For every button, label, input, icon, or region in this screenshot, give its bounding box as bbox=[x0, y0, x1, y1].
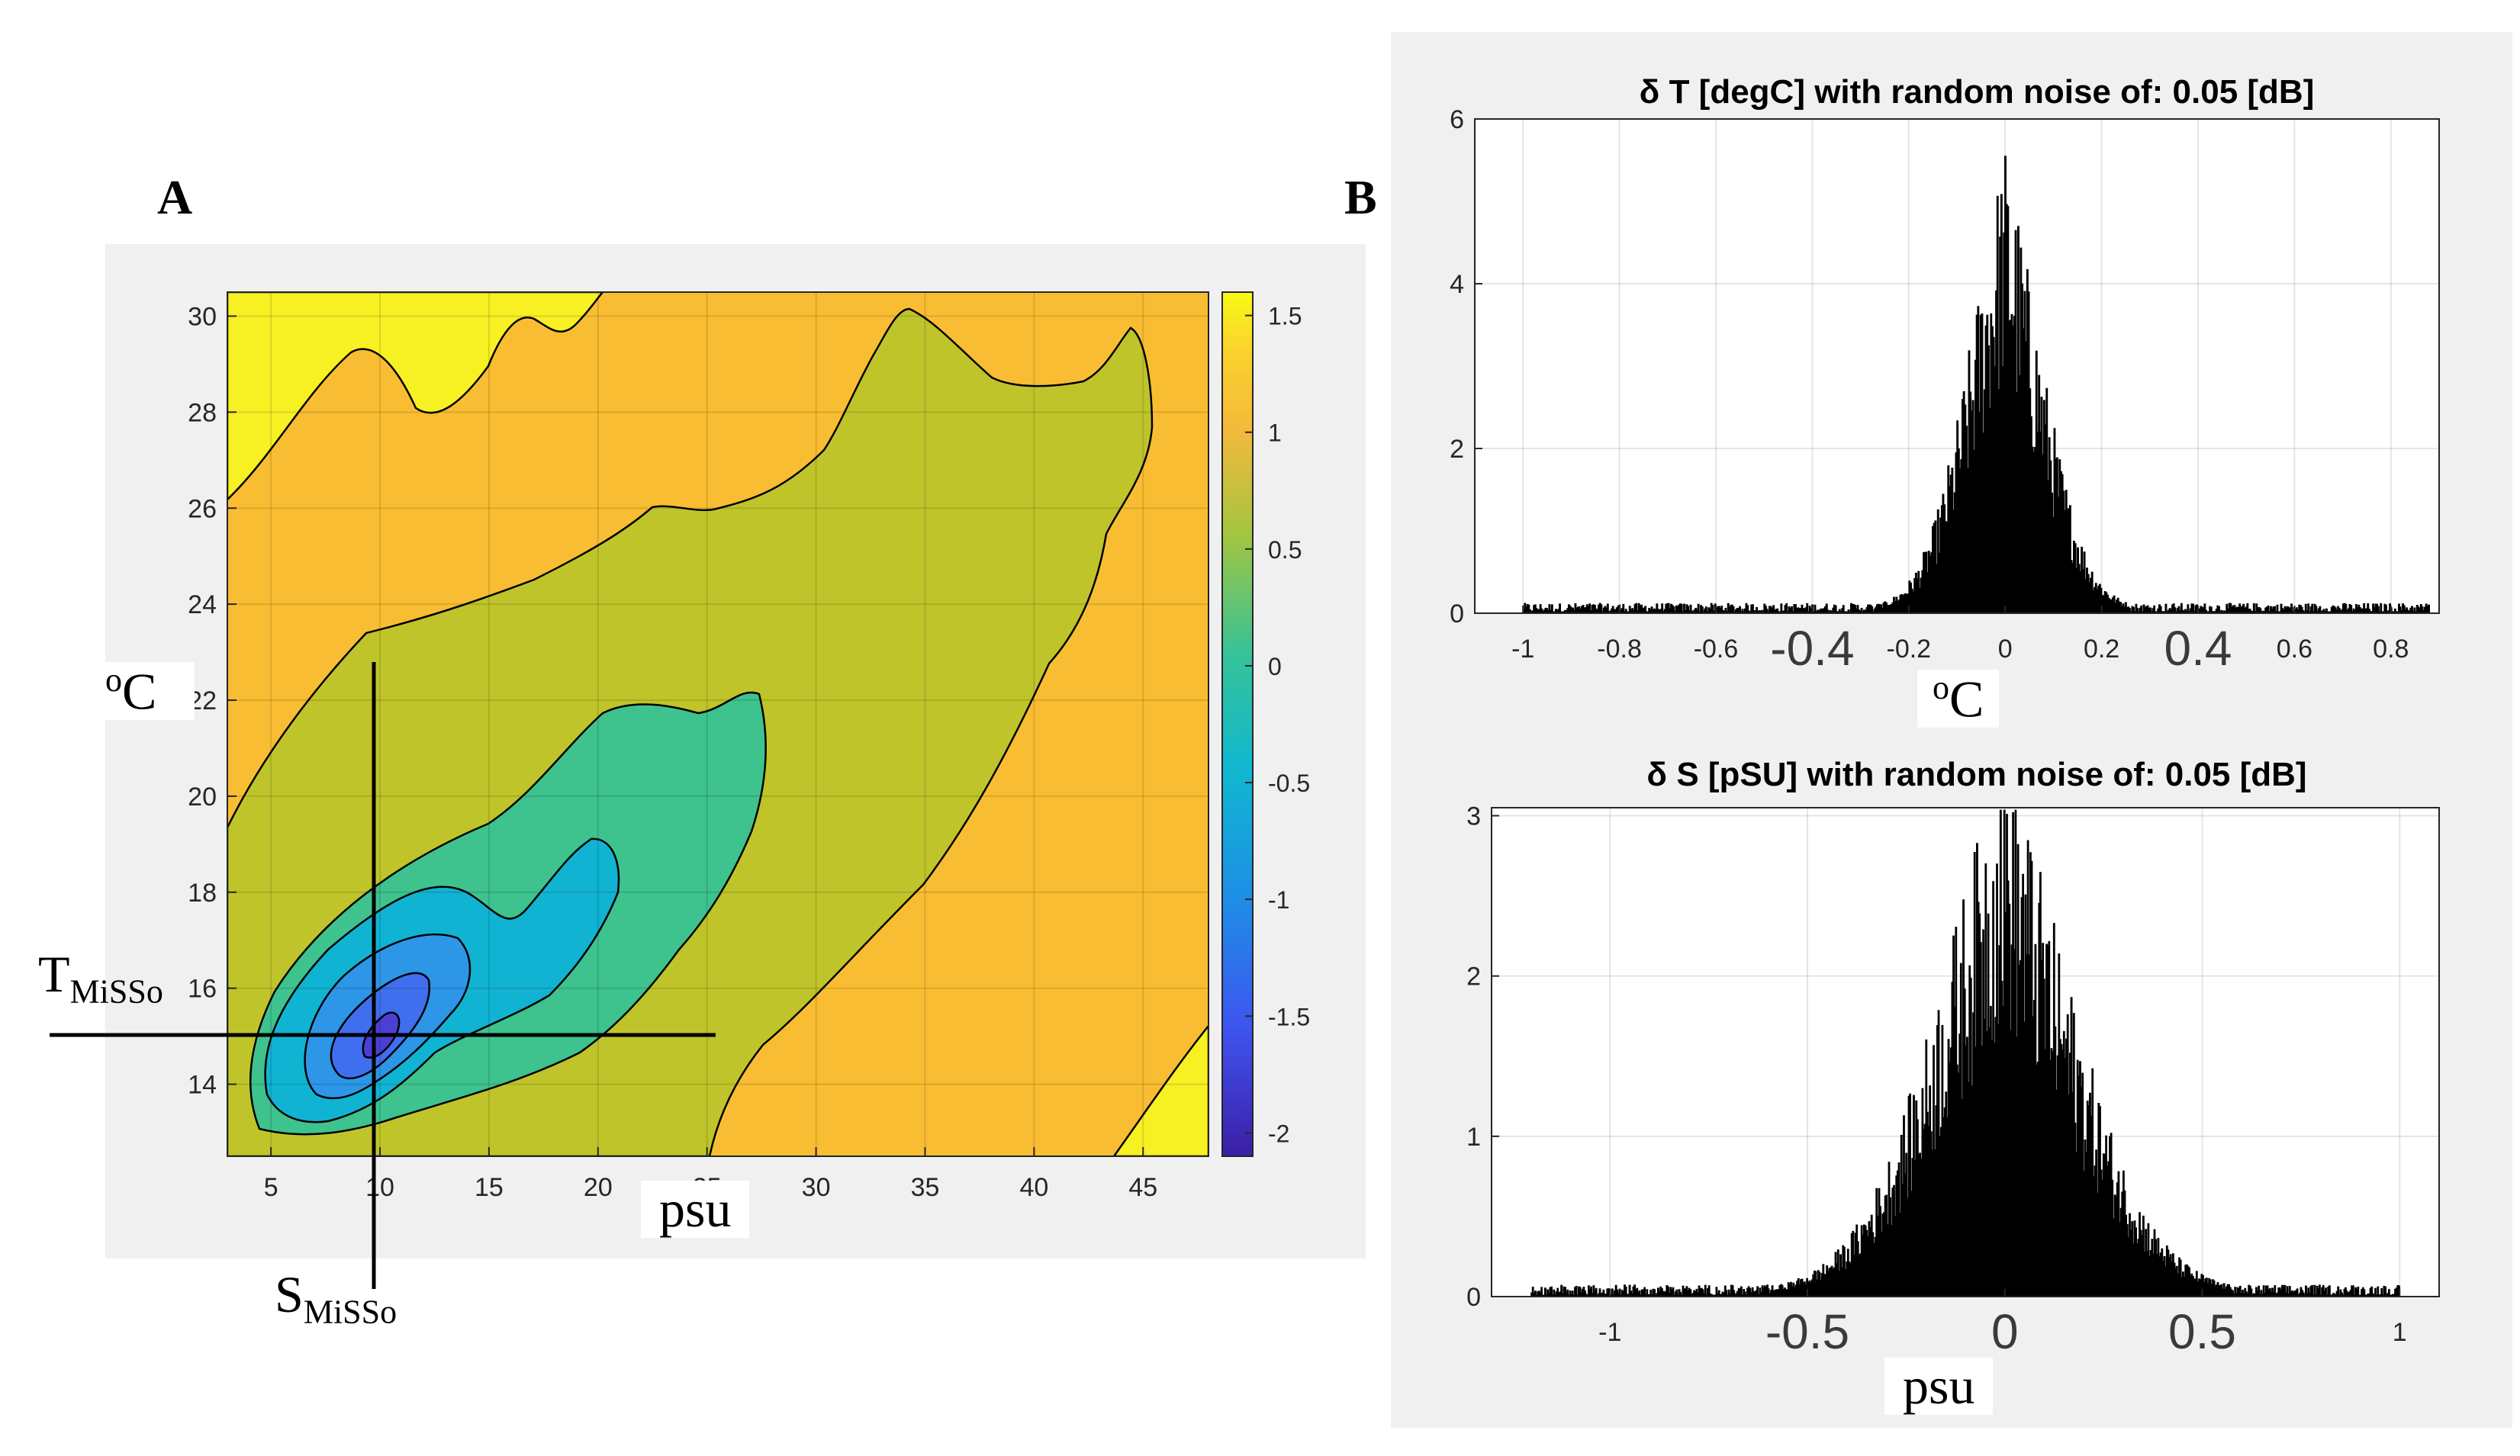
contour-x-axis-label: psu bbox=[641, 1181, 750, 1238]
histogram-x-tick-label: -1 bbox=[1598, 1318, 1621, 1347]
contour-plot: 51015202530354045141618202224262830 bbox=[188, 291, 1209, 1202]
colorbar-ticks: 1.5 1 0.5 0 -0.5 -1 -1.5 -2 bbox=[1245, 303, 1310, 1147]
histogram-y-tick-label: 1 bbox=[1466, 1123, 1481, 1152]
contour-x-tick-label: 30 bbox=[802, 1173, 831, 1202]
contour-x-tick-label: 5 bbox=[264, 1173, 278, 1202]
contour-region-yellow-bottom-right bbox=[1112, 1024, 1209, 1156]
histogram-y-tick-label: 0 bbox=[1450, 599, 1464, 628]
contour-x-tick-label: 20 bbox=[584, 1173, 613, 1202]
contour-plot-grid bbox=[227, 292, 1209, 1156]
histogram-temperature-title: δ T [degC] with random noise of: 0.05 [d… bbox=[1640, 73, 2315, 111]
contour-y-tick-label: 16 bbox=[188, 975, 217, 1004]
histogram-x-tick-label: 0.2 bbox=[2084, 635, 2119, 664]
histogram-salinity-ticks: -1 -0.5 0 0.5 1 0 1 2 3 bbox=[1466, 802, 2407, 1359]
histogram-x-tick-label: 0.8 bbox=[2373, 635, 2409, 664]
histogram-salinity-x-label: psu bbox=[1884, 1358, 1994, 1415]
histogram-bars-path bbox=[1530, 809, 2400, 1297]
histogram-x-tick-label: -0.6 bbox=[1694, 635, 1739, 664]
colorbar-tick-label: 0.5 bbox=[1268, 536, 1302, 564]
s-misso-sub: MiSSo bbox=[303, 1293, 397, 1331]
t-misso-label: TMiSSo bbox=[32, 946, 169, 1011]
histogram-x-tick-label: -0.8 bbox=[1597, 635, 1642, 664]
histogram-x-tick-label: -0.5 bbox=[1765, 1304, 1849, 1359]
histogram-y-tick-label: 3 bbox=[1466, 802, 1481, 831]
colorbar-tick-label: 0 bbox=[1268, 653, 1282, 680]
contour-y-axis-label: oC bbox=[99, 661, 195, 721]
contour-plot-frame bbox=[227, 291, 1209, 1157]
contour-x-tick-label: 40 bbox=[1019, 1173, 1048, 1202]
colorbar-tick-label: -1 bbox=[1268, 886, 1289, 914]
colorbar-tick-label: 1.5 bbox=[1268, 303, 1302, 330]
contour-y-tick-label: 20 bbox=[188, 783, 217, 812]
histogram-x-tick-label: -0.2 bbox=[1887, 635, 1932, 664]
contour-x-tick-label: 35 bbox=[911, 1173, 940, 1202]
histogram-x-tick-label: 1 bbox=[2393, 1318, 2407, 1347]
contour-y-tick-label: 26 bbox=[188, 494, 217, 523]
histogram-salinity: -1 -0.5 0 0.5 1 0 1 2 3 δ S [pSU] with random no… bbox=[1466, 756, 2440, 1359]
colorbar-tick-label: 1 bbox=[1268, 419, 1282, 447]
degree-sup: o bbox=[105, 661, 122, 699]
contour-plot-ticks: 51015202530354045141618202224262830 bbox=[188, 302, 1157, 1202]
s-misso-label: SMiSSo bbox=[269, 1266, 403, 1331]
histogram-x-tick-label: -0.4 bbox=[1770, 621, 1854, 676]
histogram-x-tick-label: 0 bbox=[1998, 635, 2013, 664]
t-misso-sub: MiSSo bbox=[69, 972, 163, 1011]
histogram-y-tick-label: 2 bbox=[1466, 963, 1481, 992]
histogram-y-tick-label: 2 bbox=[1450, 435, 1464, 464]
histogram-temperature: -1 -0.8 -0.6 -0.4 -0.2 0 0.2 0.4 0.6 0.8 0 2 4 6 δ T … bbox=[1450, 73, 2440, 676]
histogram-salinity-frame bbox=[1491, 807, 2440, 1297]
contour-x-tick-label: 45 bbox=[1128, 1173, 1157, 1202]
contour-y-tick-label: 24 bbox=[188, 590, 217, 619]
histogram-y-tick-label: 6 bbox=[1450, 105, 1464, 134]
s-misso-main: S bbox=[275, 1265, 304, 1323]
histogram-temperature-x-label: oC bbox=[1917, 669, 2000, 728]
contour-y-tick-label: 30 bbox=[188, 302, 217, 331]
contour-x-tick-label: 10 bbox=[365, 1173, 394, 1202]
colorbar-tick-label: -0.5 bbox=[1268, 770, 1310, 797]
histogram-x-tick-label: 0.5 bbox=[2168, 1304, 2236, 1359]
colorbar-tick-label: -1.5 bbox=[1268, 1003, 1310, 1030]
histogram-x-tick-label: -1 bbox=[1511, 635, 1534, 664]
contour-y-tick-label: 14 bbox=[188, 1071, 217, 1100]
top-xlabel-main: C bbox=[1949, 670, 1984, 728]
y-label-main: C bbox=[122, 662, 157, 721]
colorbar-bar bbox=[1221, 291, 1254, 1157]
histogram-salinity-title: δ S [pSU] with random noise of: 0.05 [dB… bbox=[1646, 756, 2306, 793]
contour-y-tick-label: 18 bbox=[188, 879, 217, 908]
histogram-temperature-frame bbox=[1474, 118, 2440, 614]
contour-x-tick-label: 15 bbox=[475, 1173, 504, 1202]
colorbar: 1.5 1 0.5 0 -0.5 -1 -1.5 -2 bbox=[1221, 291, 1310, 1157]
histogram-x-tick-label: 0.6 bbox=[2277, 635, 2312, 664]
panel-a-letter: A bbox=[157, 170, 193, 224]
histogram-x-tick-label: 0.4 bbox=[2164, 621, 2232, 676]
contour-y-tick-label: 28 bbox=[188, 398, 217, 427]
histogram-y-tick-label: 4 bbox=[1450, 270, 1464, 299]
colorbar-tick-label: -2 bbox=[1268, 1120, 1289, 1147]
histogram-temperature-ticks: -1 -0.8 -0.6 -0.4 -0.2 0 0.2 0.4 0.6 0.8 0 2 4 6 bbox=[1450, 105, 2409, 676]
degree-sup-b: o bbox=[1933, 669, 1949, 706]
contour-region-yellow-top-left bbox=[227, 292, 604, 501]
t-misso-main: T bbox=[38, 945, 70, 1003]
histogram-y-tick-label: 0 bbox=[1466, 1283, 1481, 1312]
panel-b-letter: B bbox=[1344, 170, 1377, 224]
histogram-x-tick-label: 0 bbox=[1991, 1304, 2019, 1359]
